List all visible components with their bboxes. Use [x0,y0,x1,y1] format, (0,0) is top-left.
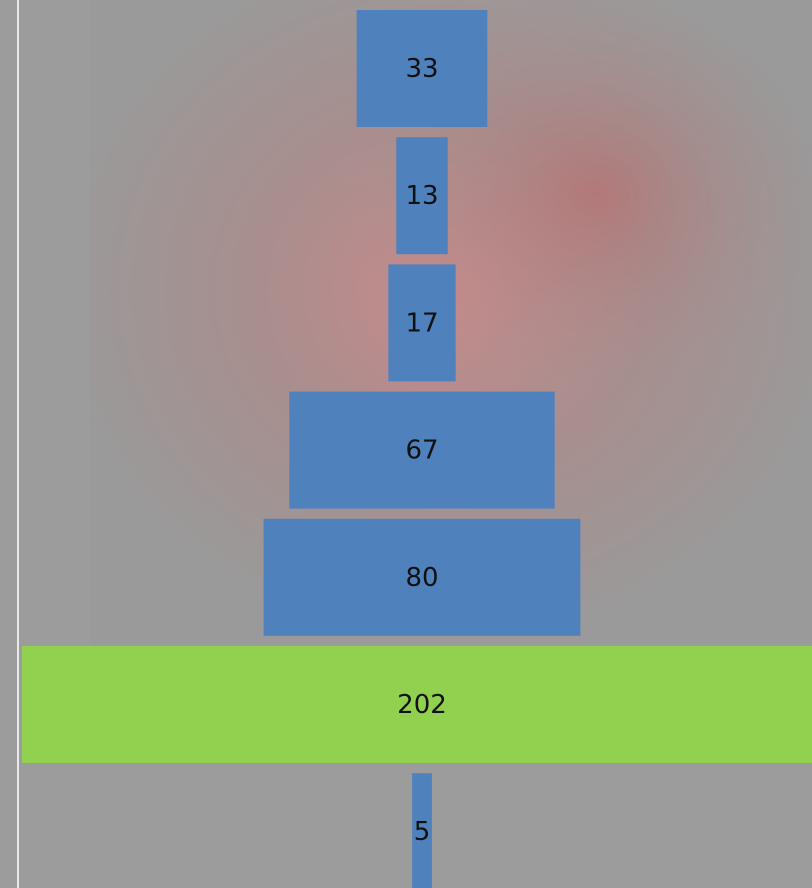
funnel-bar [22,646,812,763]
funnel: 33 13 17 67 80 202 5 [22,10,812,888]
funnel-bar [289,391,555,509]
data-label: 202 [397,690,447,720]
data-label: 17 [405,308,438,338]
data-label: 13 [405,181,438,211]
funnel-bar [396,137,448,255]
data-label: 80 [405,563,438,593]
data-label: 5 [414,817,431,847]
funnel-bar [356,10,488,127]
data-label: 33 [405,54,438,84]
funnel-bar [263,518,581,636]
data-label: 67 [405,436,438,466]
funnel-bar [412,773,432,888]
funnel-bar [388,264,456,382]
